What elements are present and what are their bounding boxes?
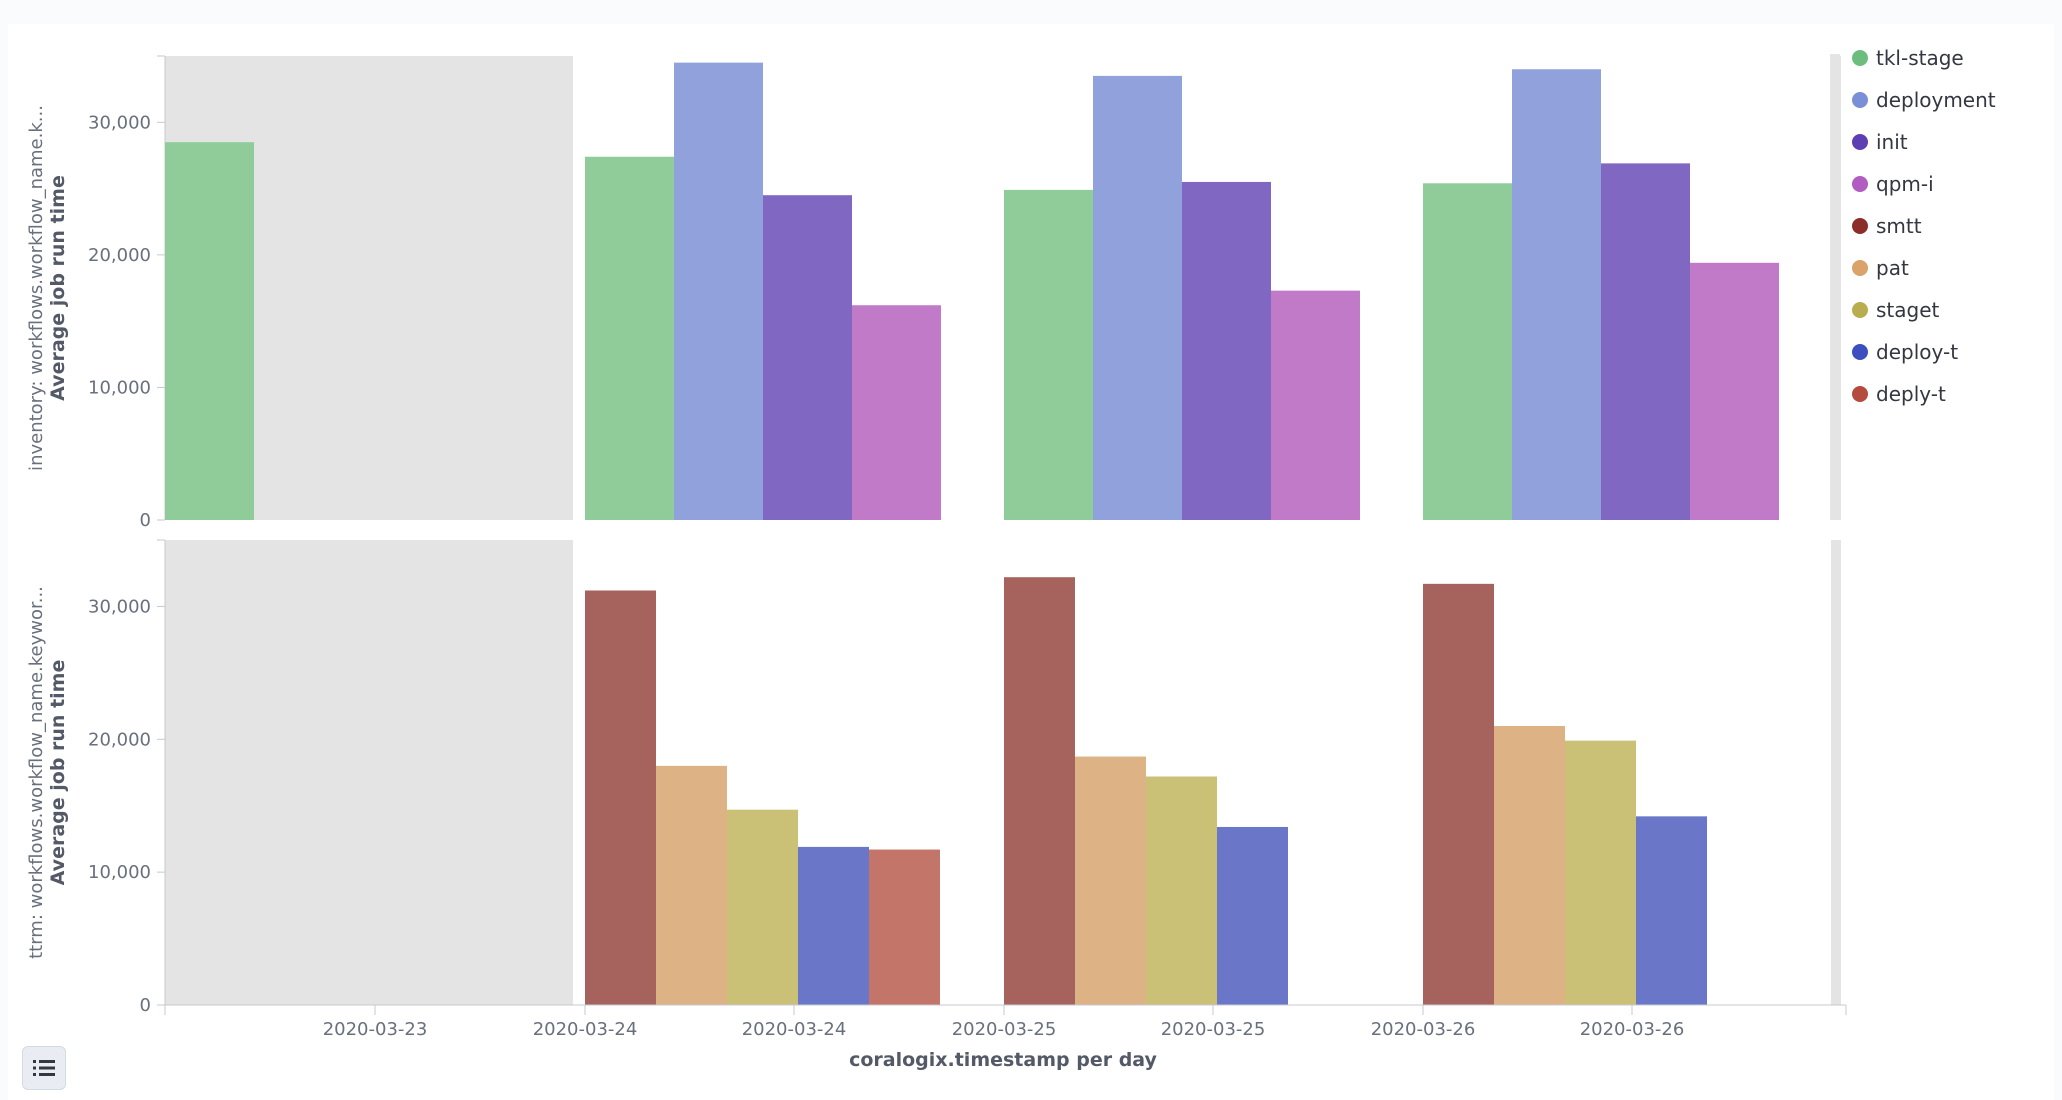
y-axis-title: Average job run time — [47, 175, 69, 401]
legend-label-staget: staget — [1876, 298, 1940, 322]
bar-chart: 0 10,000 20,000 30,000 inventory: workflows.… — [26, 46, 1996, 1071]
panel-split-title: ttrm: workflows.workflow_name.keywor... — [26, 586, 47, 959]
x-tick-label: 2020-03-25 — [1161, 1019, 1266, 1040]
legend-label-deployment: deployment — [1876, 88, 1996, 112]
bar-deply-t — [869, 849, 940, 1005]
legend-swatch-init — [1852, 134, 1868, 150]
bar-qpm-i — [1690, 262, 1779, 520]
bar-smtt — [585, 590, 656, 1005]
x-tick-label: 2020-03-23 — [323, 1019, 428, 1040]
bar-tkl-stage — [1004, 189, 1093, 520]
bar-smtt — [1423, 583, 1494, 1005]
x-tick-label: 2020-03-26 — [1580, 1019, 1685, 1040]
y-tick-label: 20,000 — [88, 245, 151, 266]
legend-swatch-smtt — [1852, 218, 1868, 234]
bar-staget — [1565, 740, 1636, 1005]
y-tick-label: 30,000 — [88, 596, 151, 617]
legend-swatch-staget — [1852, 302, 1868, 318]
bar-deployment — [1093, 75, 1182, 520]
legend-swatch-deply-t — [1852, 386, 1868, 402]
legend-swatch-tkl-stage — [1852, 50, 1868, 66]
y-tick-label: 30,000 — [88, 112, 151, 133]
legend-label-tkl-stage: tkl-stage — [1876, 46, 1964, 70]
list-icon — [33, 1060, 55, 1076]
empty-bucket-shading — [165, 540, 573, 1005]
bar-init — [1182, 181, 1271, 520]
bar-deploy-t — [798, 846, 869, 1005]
x-tick-label: 2020-03-24 — [533, 1019, 638, 1040]
bar-init — [1601, 163, 1690, 520]
bar-tkl-stage — [165, 142, 254, 520]
y-tick-label: 20,000 — [88, 729, 151, 750]
legend-label-deploy-t: deploy-t — [1876, 340, 1958, 364]
visualization-panel: 0 10,000 20,000 30,000 inventory: workflows.… — [8, 24, 2054, 1100]
bar-qpm-i — [852, 305, 941, 520]
legend-swatch-pat — [1852, 260, 1868, 276]
bar-pat — [1494, 726, 1565, 1005]
x-tick-label: 2020-03-26 — [1371, 1019, 1476, 1040]
legend-swatch-qpm-i — [1852, 176, 1868, 192]
bar-staget — [1146, 776, 1217, 1005]
bar-deploy-t — [1217, 826, 1288, 1005]
bar-deploy-t — [1636, 816, 1707, 1005]
bar-tkl-stage — [1423, 183, 1512, 521]
y-tick-label: 10,000 — [88, 862, 151, 883]
y-tick-label: 0 — [140, 995, 151, 1016]
legend-label-pat: pat — [1876, 256, 1909, 280]
x-axis-title: coralogix.timestamp per day — [849, 1049, 1157, 1071]
bar-init — [763, 195, 852, 520]
x-tick-label: 2020-03-25 — [952, 1019, 1057, 1040]
legend-label-qpm-i: qpm-i — [1876, 172, 1934, 196]
bar-qpm-i — [1271, 290, 1360, 520]
legend-swatch-deploy-t — [1852, 344, 1868, 360]
legend-label-init: init — [1876, 130, 1908, 154]
bar-tkl-stage — [585, 156, 674, 521]
bar-pat — [1075, 756, 1146, 1005]
legend-label-smtt: smtt — [1876, 214, 1922, 238]
bar-smtt — [1004, 577, 1075, 1005]
y-tick-label: 0 — [140, 510, 151, 531]
bar-deployment — [674, 62, 763, 520]
legend-swatch-deployment — [1852, 92, 1868, 108]
panel-edge-strip — [1831, 540, 1841, 1005]
legend-label-deply-t: deply-t — [1876, 382, 1946, 406]
y-axis-title: Average job run time — [47, 660, 69, 886]
y-tick-label: 10,000 — [88, 377, 151, 398]
bar-deployment — [1512, 69, 1601, 520]
bar-pat — [656, 765, 727, 1005]
panel-split-title: inventory: workflows.workflow_name.k... — [26, 105, 47, 471]
x-tick-label: 2020-03-24 — [742, 1019, 847, 1040]
legend-toggle-button[interactable] — [22, 1046, 66, 1090]
bar-staget — [727, 809, 798, 1005]
